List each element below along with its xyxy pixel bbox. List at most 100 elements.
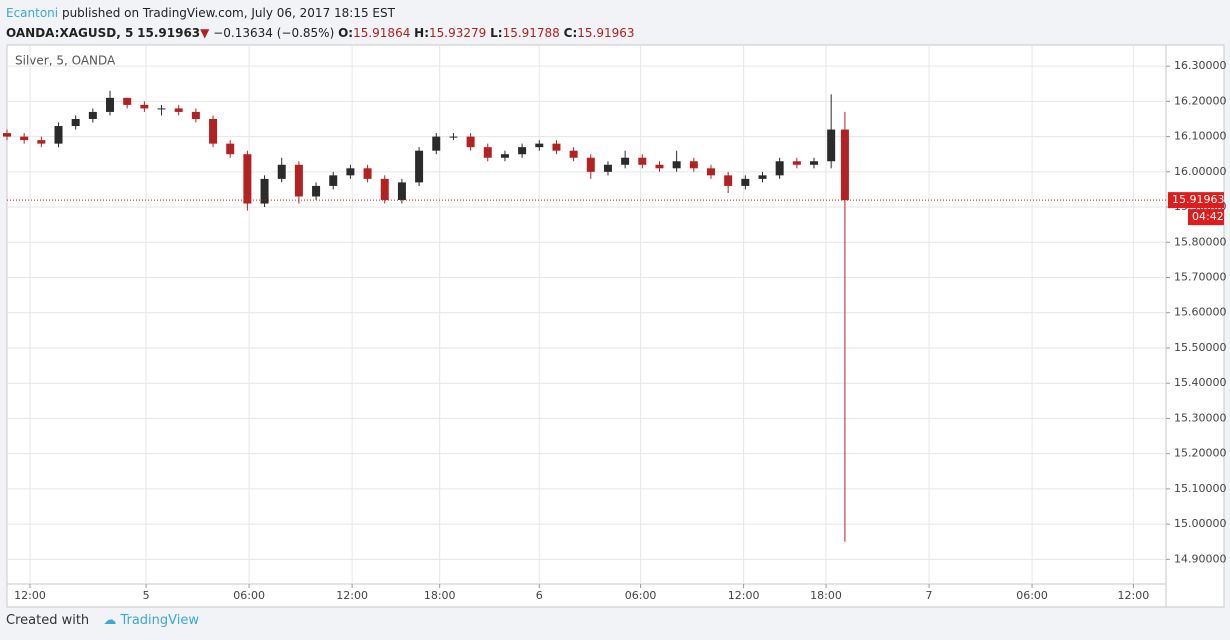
candle-body: [71, 118, 80, 127]
y-tick-label: 15.70000: [1174, 271, 1227, 284]
candle-body: [621, 157, 630, 165]
candle-body: [724, 175, 733, 186]
candle-body: [260, 178, 269, 204]
candle-body: [792, 161, 801, 165]
x-tick-label: 12:00: [1118, 589, 1150, 602]
candle-body: [586, 157, 595, 172]
candle-body: [243, 154, 252, 204]
brand-icon: ☁: [103, 613, 117, 628]
x-tick-label: 6: [536, 589, 543, 602]
candle-body: [226, 143, 235, 155]
y-tick-label: 15.50000: [1174, 341, 1227, 354]
x-tick-label: 12:00: [14, 589, 46, 602]
candle-body: [775, 161, 784, 176]
chart: Silver, 5, OANDA 16.30000 16.20000 16.1000…: [3, 44, 1227, 608]
candle-body: [603, 164, 612, 172]
y-tick-label: 15.60000: [1174, 306, 1227, 319]
candle-body: [706, 168, 715, 176]
c-label: C:: [563, 26, 578, 40]
y-tick-label: 16.30000: [1174, 59, 1227, 72]
candle-body: [209, 118, 218, 144]
candle-body: [312, 185, 321, 197]
last: 15.91963: [137, 26, 201, 40]
y-tick-label: 15.00000: [1174, 517, 1227, 530]
candle-body: [840, 129, 849, 201]
candle-body: [174, 108, 183, 112]
candle-body: [655, 164, 664, 169]
x-tick-label: 7: [926, 589, 933, 602]
legend: Silver, 5, OANDA: [15, 54, 116, 68]
candle-body: [500, 154, 509, 158]
x-tick-label: 06:00: [625, 589, 657, 602]
candle-body: [810, 161, 819, 165]
created: Created with: [6, 613, 90, 628]
candle-body: [741, 178, 750, 186]
y-tick-label: 16.00000: [1174, 165, 1227, 178]
header-line1: Ecantoni published on TradingView.com, J…: [6, 3, 635, 23]
header-line2: OANDA:XAGUSD, 5 15.91963▼ −0.13634 (−0.8…: [6, 23, 635, 43]
candle-body: [37, 140, 46, 144]
last-price-tag: [1168, 192, 1224, 209]
x-tick-label: 18:00: [424, 589, 456, 602]
y-tick-label: 15.20000: [1174, 447, 1227, 460]
change: −0.13634 (−0.85%): [213, 26, 335, 40]
candle-body: [397, 182, 406, 201]
author[interactable]: Ecantoni: [6, 6, 59, 20]
candle-body: [672, 161, 681, 169]
candle-body: [483, 147, 492, 158]
candle-body: [535, 143, 544, 148]
x-tick-label: 06:00: [233, 589, 265, 602]
h: 15.93279: [429, 26, 487, 40]
candle-body: [758, 175, 767, 179]
h-label: H:: [414, 26, 430, 40]
candle-body: [569, 150, 578, 158]
published: published on TradingView.com, July 06, 2…: [61, 6, 395, 20]
candle-body: [827, 129, 836, 162]
candle-body: [106, 97, 115, 112]
candle-body: [157, 108, 166, 110]
brand[interactable]: TradingView: [120, 613, 199, 628]
candle-body: [88, 111, 97, 119]
candle-body: [449, 136, 458, 138]
candle-body: [123, 97, 132, 105]
o-label: O:: [338, 26, 354, 40]
chart-frame: [6, 44, 1225, 608]
y-tick-label: 15.30000: [1174, 411, 1227, 424]
candle-body: [415, 150, 424, 183]
last-price-label: 15.91963: [1172, 193, 1225, 206]
y-tick-label: 16.10000: [1174, 130, 1227, 143]
candle-body: [380, 178, 389, 201]
candle-body: [277, 164, 286, 179]
candle-body: [191, 111, 200, 119]
candle-body: [432, 136, 441, 151]
candle-body: [294, 164, 303, 197]
candle-body: [689, 161, 698, 169]
candle-body: [140, 104, 149, 109]
y-tick-label: 15.80000: [1174, 235, 1227, 248]
candle-body: [518, 147, 527, 155]
o: 15.91864: [353, 26, 411, 40]
x-tick-label: 06:00: [1016, 589, 1048, 602]
y-tick-label: 16.20000: [1174, 94, 1227, 107]
y-tick-label: 14.90000: [1174, 552, 1227, 565]
candle-body: [346, 168, 355, 176]
y-tick-label: 15.40000: [1174, 376, 1227, 389]
footer: Created with ☁ TradingView: [6, 613, 199, 628]
l-label: L:: [490, 26, 503, 40]
candle-body: [329, 175, 338, 186]
header: Ecantoni published on TradingView.com, J…: [6, 3, 635, 43]
c: 15.91963: [577, 26, 635, 40]
x-tick-label: 12:00: [336, 589, 368, 602]
x-tick-label: 5: [143, 589, 150, 602]
candle-body: [638, 157, 647, 165]
l: 15.91788: [502, 26, 560, 40]
x-tick-label: 12:00: [728, 589, 760, 602]
candle-body: [466, 136, 475, 148]
arrow: ▼: [200, 26, 210, 40]
candle-body: [552, 143, 561, 151]
candle-body: [20, 136, 29, 141]
y-tick-label: 15.10000: [1174, 482, 1227, 495]
countdown-tag: [1188, 209, 1224, 226]
